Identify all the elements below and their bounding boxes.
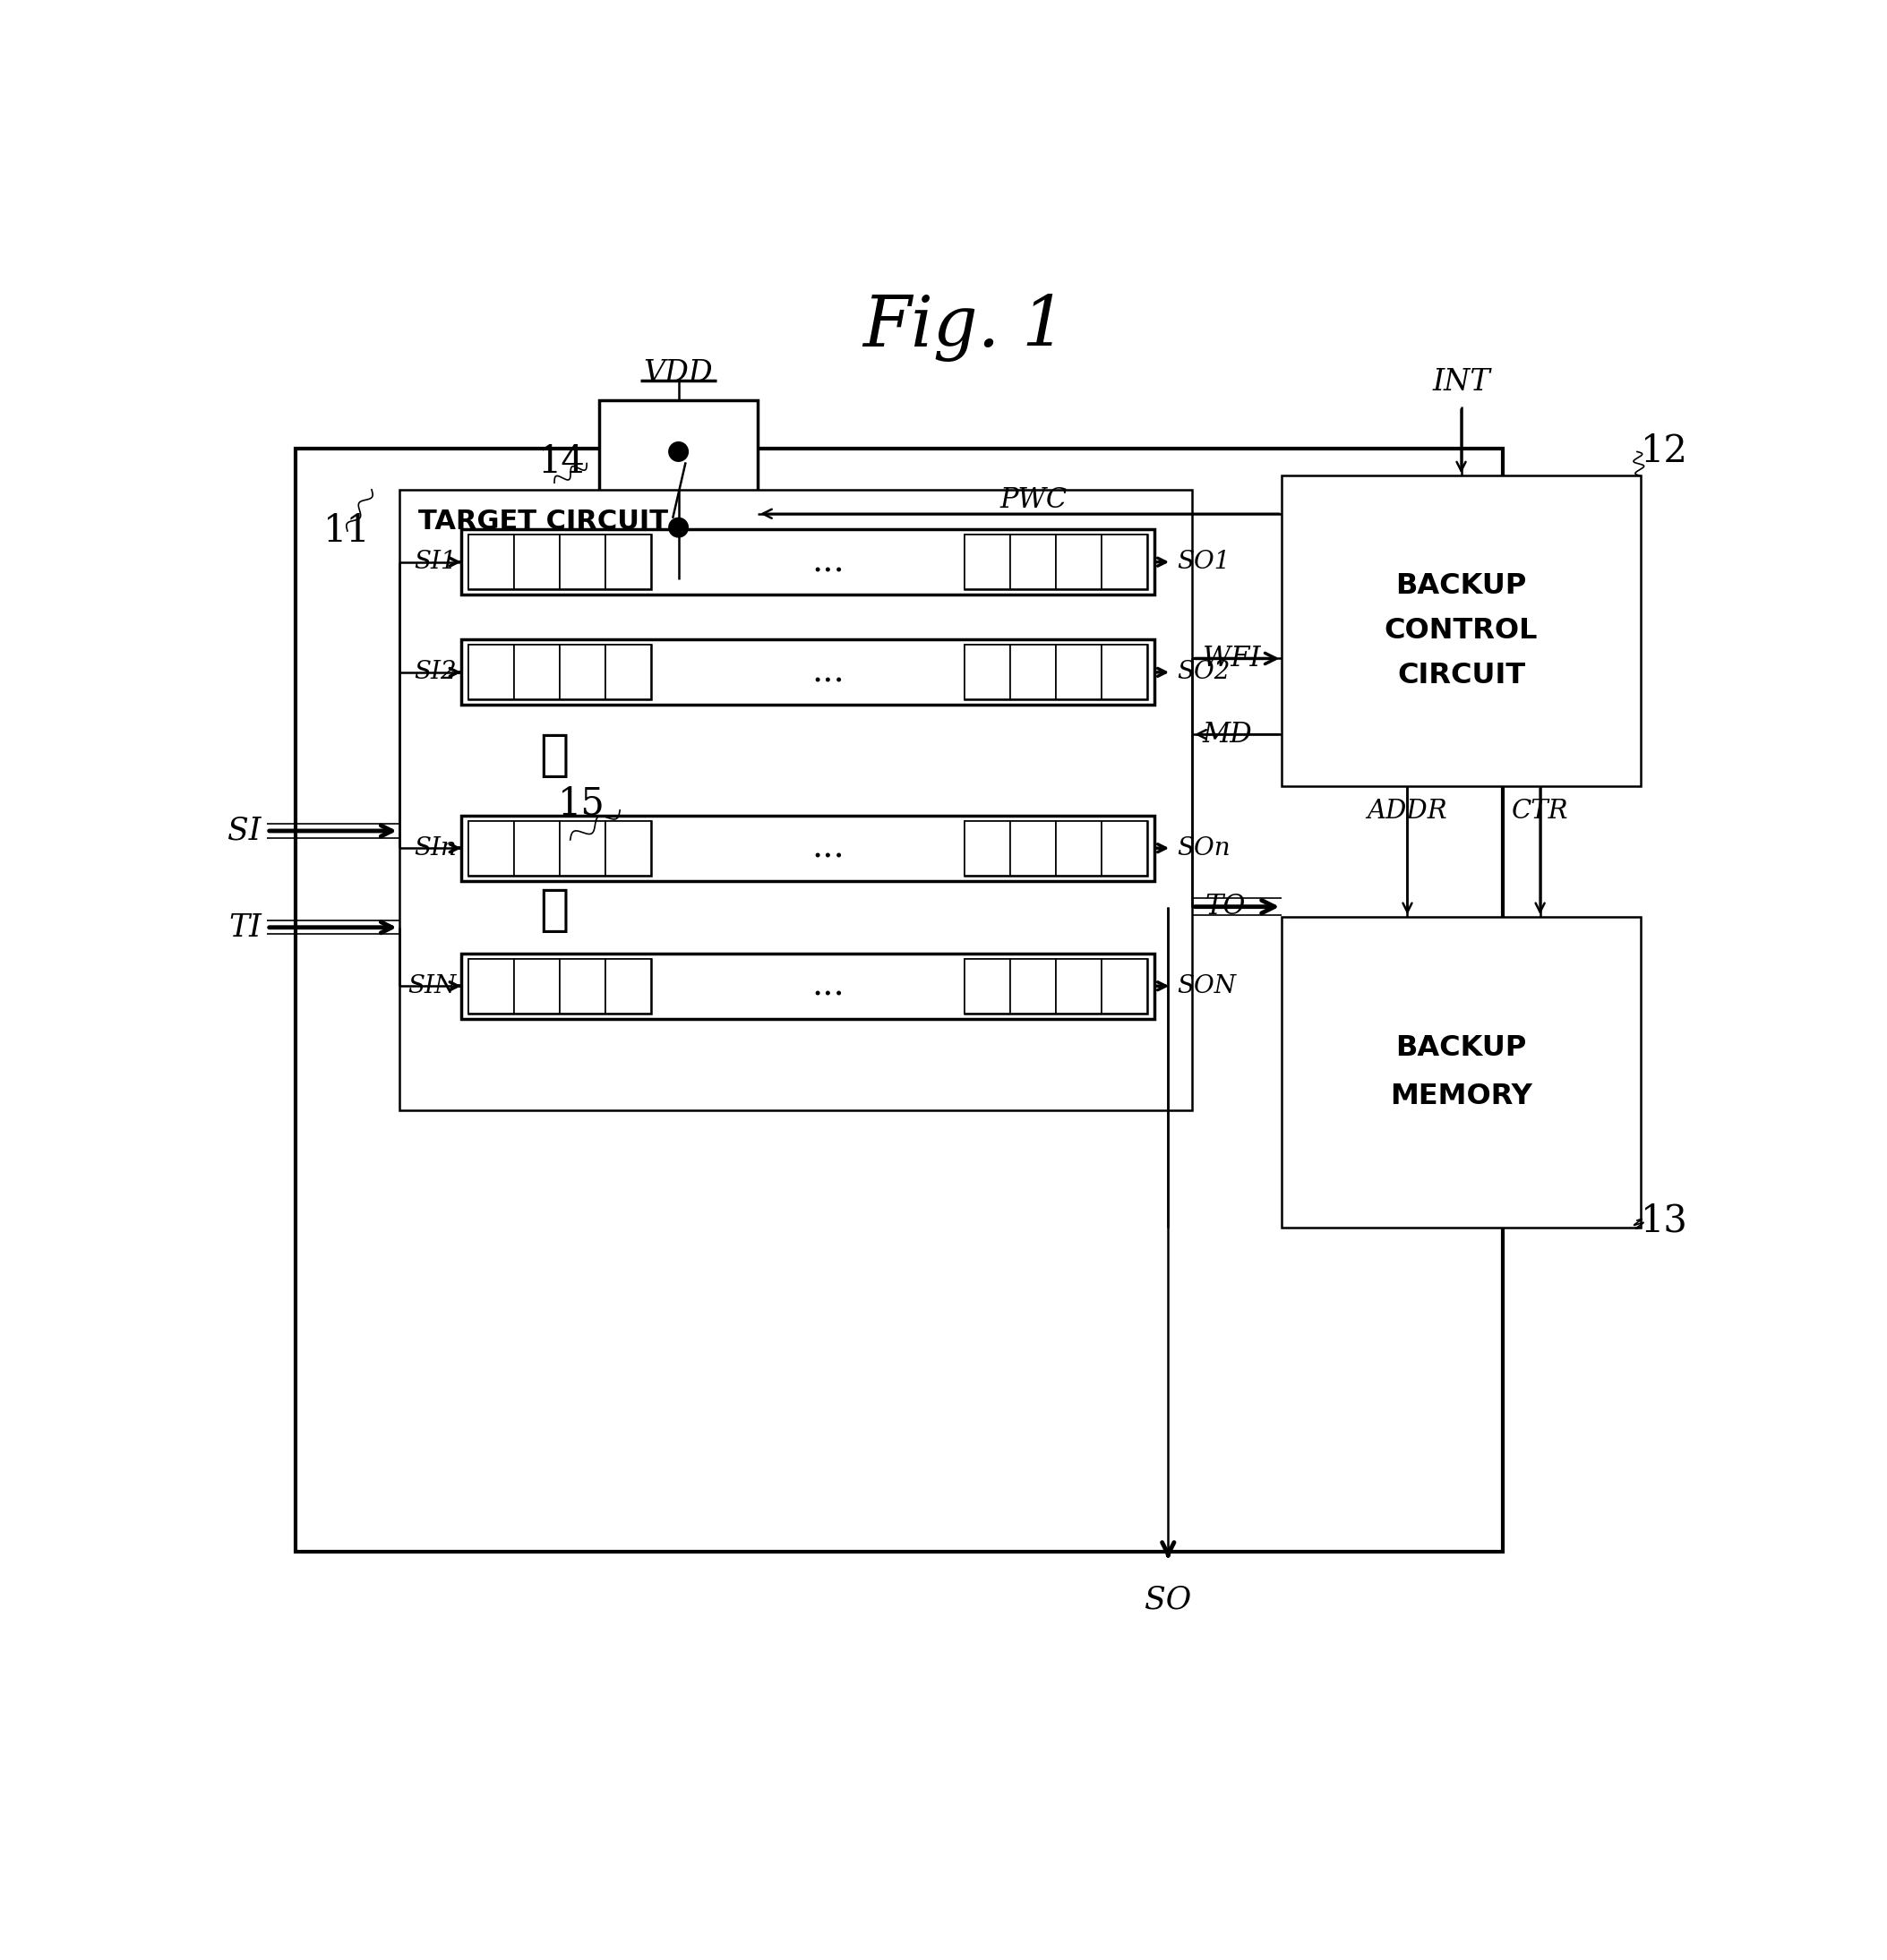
Bar — [1102, 645, 1147, 700]
Text: ⋮: ⋮ — [540, 886, 570, 935]
Bar — [513, 958, 560, 1013]
Bar — [560, 645, 606, 700]
Text: SO: SO — [1145, 1584, 1191, 1615]
Bar — [468, 645, 513, 700]
Bar — [1057, 821, 1102, 876]
Bar — [1057, 645, 1102, 700]
Text: 15: 15 — [559, 784, 606, 821]
Bar — [600, 400, 759, 580]
Text: MD: MD — [1202, 721, 1253, 749]
Text: CONTROL: CONTROL — [1385, 617, 1538, 645]
Bar — [513, 821, 560, 876]
Bar — [964, 821, 1010, 876]
Text: VDD: VDD — [643, 359, 713, 388]
Bar — [468, 535, 513, 590]
Text: ADDR: ADDR — [1368, 798, 1447, 823]
Bar — [1281, 917, 1640, 1227]
Text: SO2: SO2 — [1177, 661, 1230, 684]
Bar — [964, 535, 1010, 590]
Bar — [460, 953, 1155, 1019]
Text: 12: 12 — [1640, 433, 1689, 470]
Bar — [1281, 476, 1640, 786]
Text: SI2: SI2 — [413, 661, 457, 684]
Text: TI: TI — [228, 911, 260, 943]
Text: MEMORY: MEMORY — [1391, 1082, 1532, 1109]
Bar — [513, 645, 560, 700]
Bar — [1057, 535, 1102, 590]
Bar — [468, 645, 651, 700]
Text: Fig. 1: Fig. 1 — [862, 294, 1066, 363]
Bar — [606, 535, 651, 590]
Bar — [606, 821, 651, 876]
Text: 13: 13 — [1640, 1201, 1687, 1239]
Text: 11: 11 — [323, 512, 370, 549]
Bar — [560, 821, 606, 876]
Bar — [560, 535, 606, 590]
Text: SI1: SI1 — [413, 551, 457, 574]
Bar — [964, 645, 1010, 700]
Text: SON: SON — [1177, 974, 1236, 998]
Bar — [400, 490, 1193, 1109]
Text: SO1: SO1 — [1177, 551, 1230, 574]
Bar — [1010, 958, 1057, 1013]
Text: INT: INT — [1432, 368, 1491, 396]
Text: CTR: CTR — [1511, 798, 1568, 823]
Bar — [460, 639, 1155, 706]
Bar — [606, 645, 651, 700]
Text: ...: ... — [811, 657, 845, 688]
Text: CIRCUIT: CIRCUIT — [1396, 662, 1525, 690]
Bar — [1102, 821, 1147, 876]
Bar — [296, 449, 1502, 1552]
Bar — [1010, 821, 1057, 876]
Text: TO: TO — [1204, 894, 1245, 921]
Bar — [1057, 958, 1102, 1013]
Text: ...: ... — [811, 970, 845, 1004]
Text: TARGET CIRCUIT: TARGET CIRCUIT — [419, 510, 668, 535]
Text: ...: ... — [811, 831, 845, 864]
Bar — [964, 958, 1147, 1013]
Bar — [964, 535, 1147, 590]
Bar — [964, 958, 1010, 1013]
Bar — [468, 535, 651, 590]
Bar — [460, 529, 1155, 594]
Circle shape — [668, 517, 689, 537]
Bar — [560, 958, 606, 1013]
Text: 14: 14 — [538, 443, 585, 480]
Bar — [468, 958, 513, 1013]
Text: SI: SI — [228, 815, 260, 847]
Text: BACKUP: BACKUP — [1396, 1035, 1527, 1062]
Text: PWC: PWC — [1000, 486, 1068, 514]
Text: SIn: SIn — [413, 837, 457, 860]
Bar — [1010, 535, 1057, 590]
Text: ...: ... — [811, 545, 845, 578]
Circle shape — [668, 443, 689, 461]
Bar — [468, 958, 651, 1013]
Text: WFI: WFI — [1202, 645, 1261, 672]
Bar — [606, 958, 651, 1013]
Text: SIN: SIN — [408, 974, 457, 998]
Bar — [964, 821, 1147, 876]
Bar — [468, 821, 513, 876]
Bar — [468, 821, 651, 876]
Text: SOn: SOn — [1177, 837, 1230, 860]
Text: ⋮: ⋮ — [540, 731, 570, 780]
Text: BACKUP: BACKUP — [1396, 572, 1527, 600]
Bar — [1102, 958, 1147, 1013]
Bar — [1102, 535, 1147, 590]
Bar — [460, 815, 1155, 880]
Bar — [1010, 645, 1057, 700]
Bar — [964, 645, 1147, 700]
Bar — [513, 535, 560, 590]
